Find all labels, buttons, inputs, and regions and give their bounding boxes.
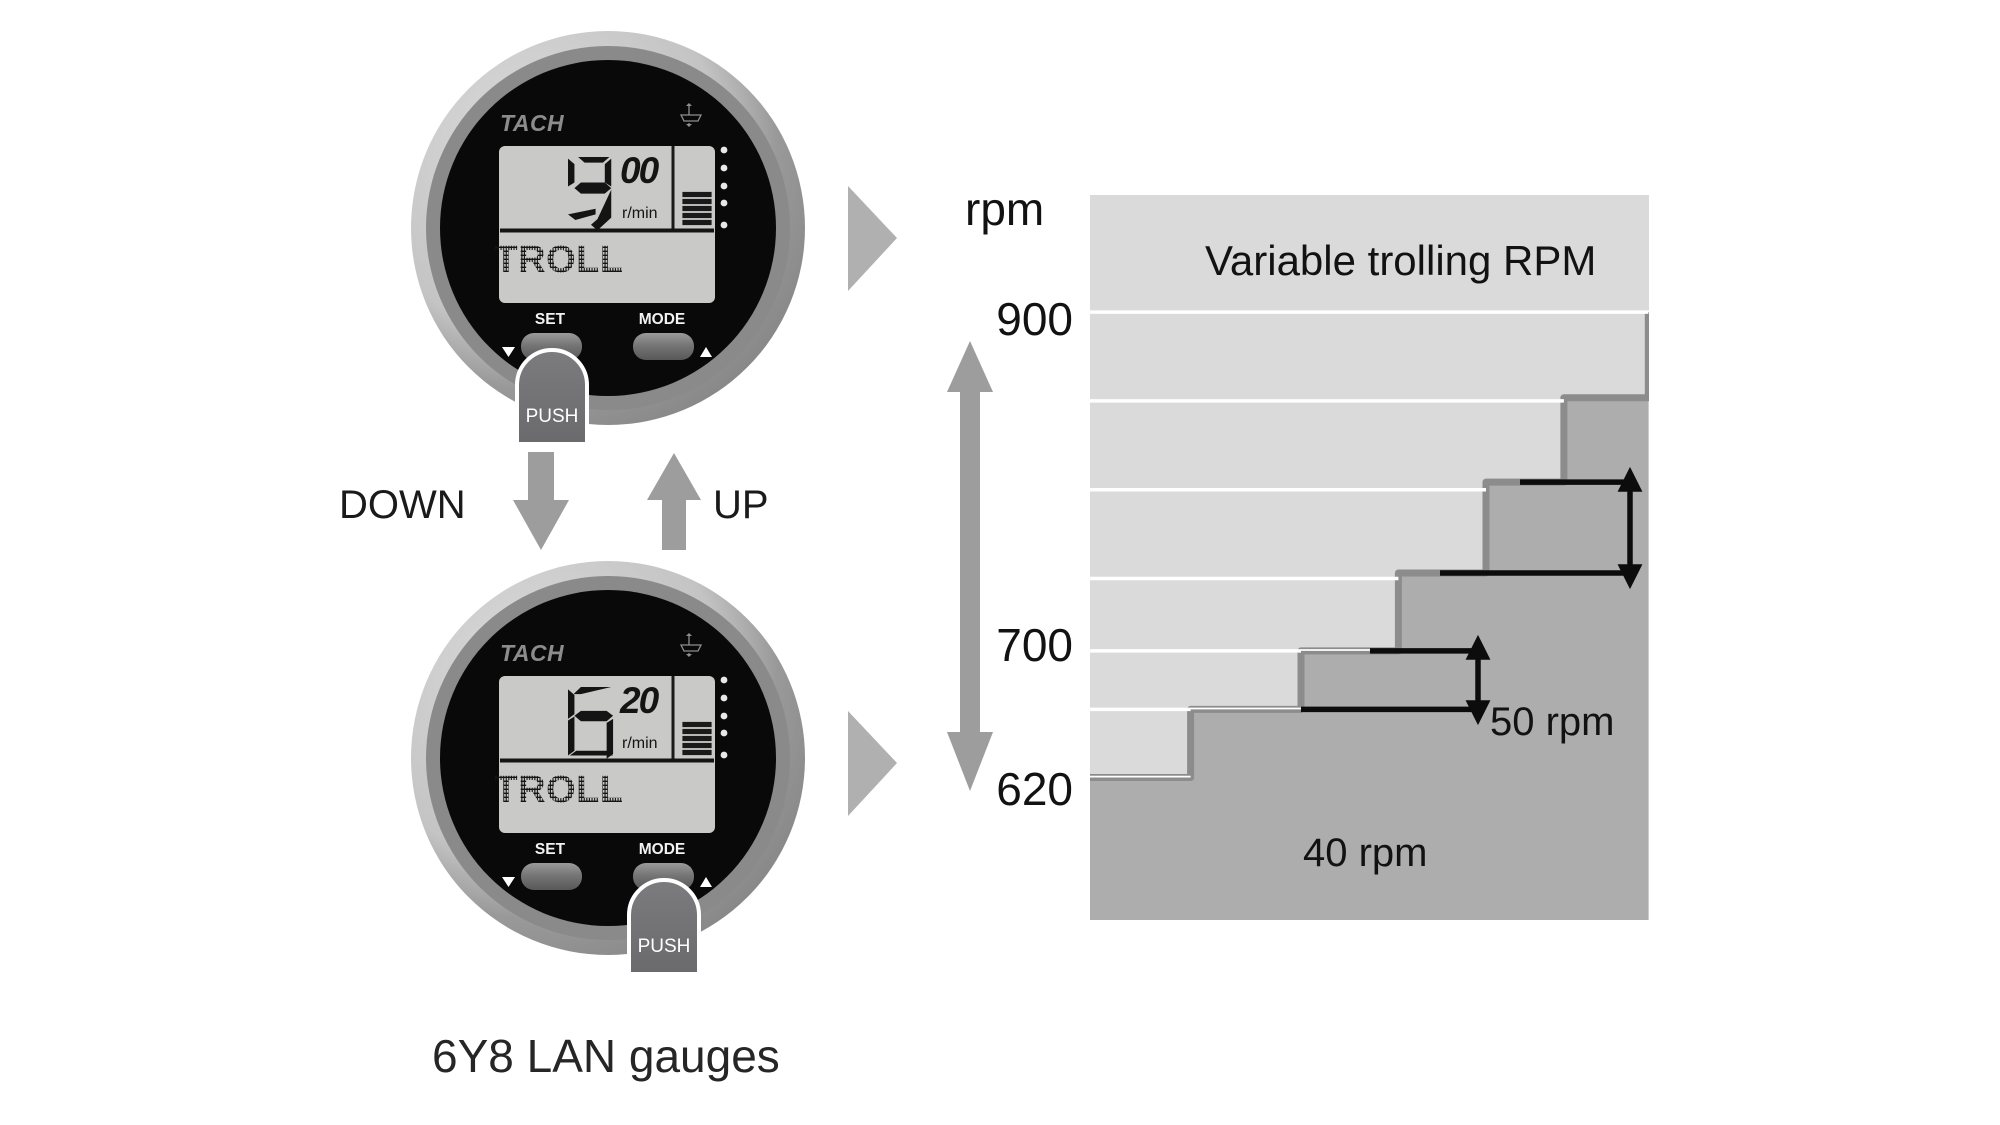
svg-text:900: 900	[996, 293, 1073, 345]
svg-text:620: 620	[996, 763, 1073, 815]
svg-text:700: 700	[996, 619, 1073, 671]
svg-text:rpm: rpm	[965, 183, 1044, 235]
